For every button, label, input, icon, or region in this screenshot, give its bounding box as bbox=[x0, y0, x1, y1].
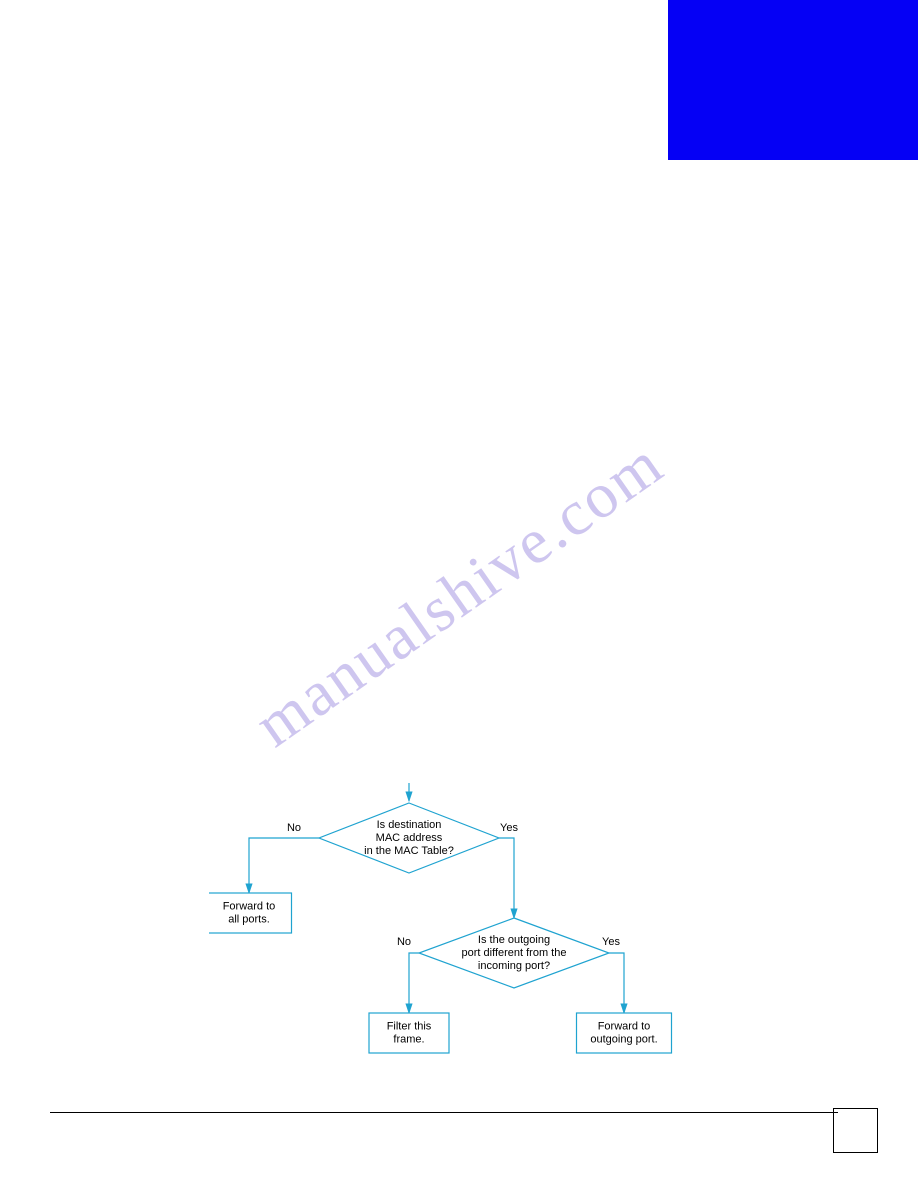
flowchart-text: Forward to bbox=[598, 1020, 651, 1032]
flowchart-edge bbox=[409, 953, 419, 1013]
flowchart-text: MAC address bbox=[376, 832, 443, 844]
watermark-text: manualshive.com bbox=[241, 426, 676, 762]
flowchart-text: in the MAC Table? bbox=[364, 845, 454, 857]
flowchart-text: outgoing port. bbox=[590, 1033, 657, 1045]
flowchart-group: No Yes No Yes Is destinationMAC addressin th… bbox=[209, 783, 672, 1053]
flowchart-text: Is destination bbox=[377, 819, 442, 831]
flowchart-edge-label: No bbox=[397, 936, 411, 948]
flowchart-text: Forward to bbox=[223, 900, 276, 912]
flowchart-edge bbox=[249, 838, 319, 893]
flowchart-edge bbox=[499, 838, 514, 918]
flowchart-edge-label: No bbox=[287, 822, 301, 834]
flowchart-diagram: No Yes No Yes Is destinationMAC addressin th… bbox=[209, 783, 709, 1093]
page-number-box bbox=[833, 1108, 878, 1153]
flowchart-edge bbox=[609, 953, 624, 1013]
flowchart-text: all ports. bbox=[228, 913, 270, 925]
flowchart-edge-label: Yes bbox=[500, 822, 518, 834]
footer-divider bbox=[50, 1112, 838, 1113]
flowchart-text: incoming port? bbox=[478, 960, 550, 972]
flowchart-text: port different from the bbox=[462, 947, 567, 959]
flowchart-text: Is the outgoing bbox=[478, 934, 550, 946]
flowchart-text: Filter this bbox=[387, 1020, 432, 1032]
corner-block bbox=[668, 0, 918, 160]
flowchart-text: frame. bbox=[393, 1033, 424, 1045]
flowchart-edge-label: Yes bbox=[602, 936, 620, 948]
